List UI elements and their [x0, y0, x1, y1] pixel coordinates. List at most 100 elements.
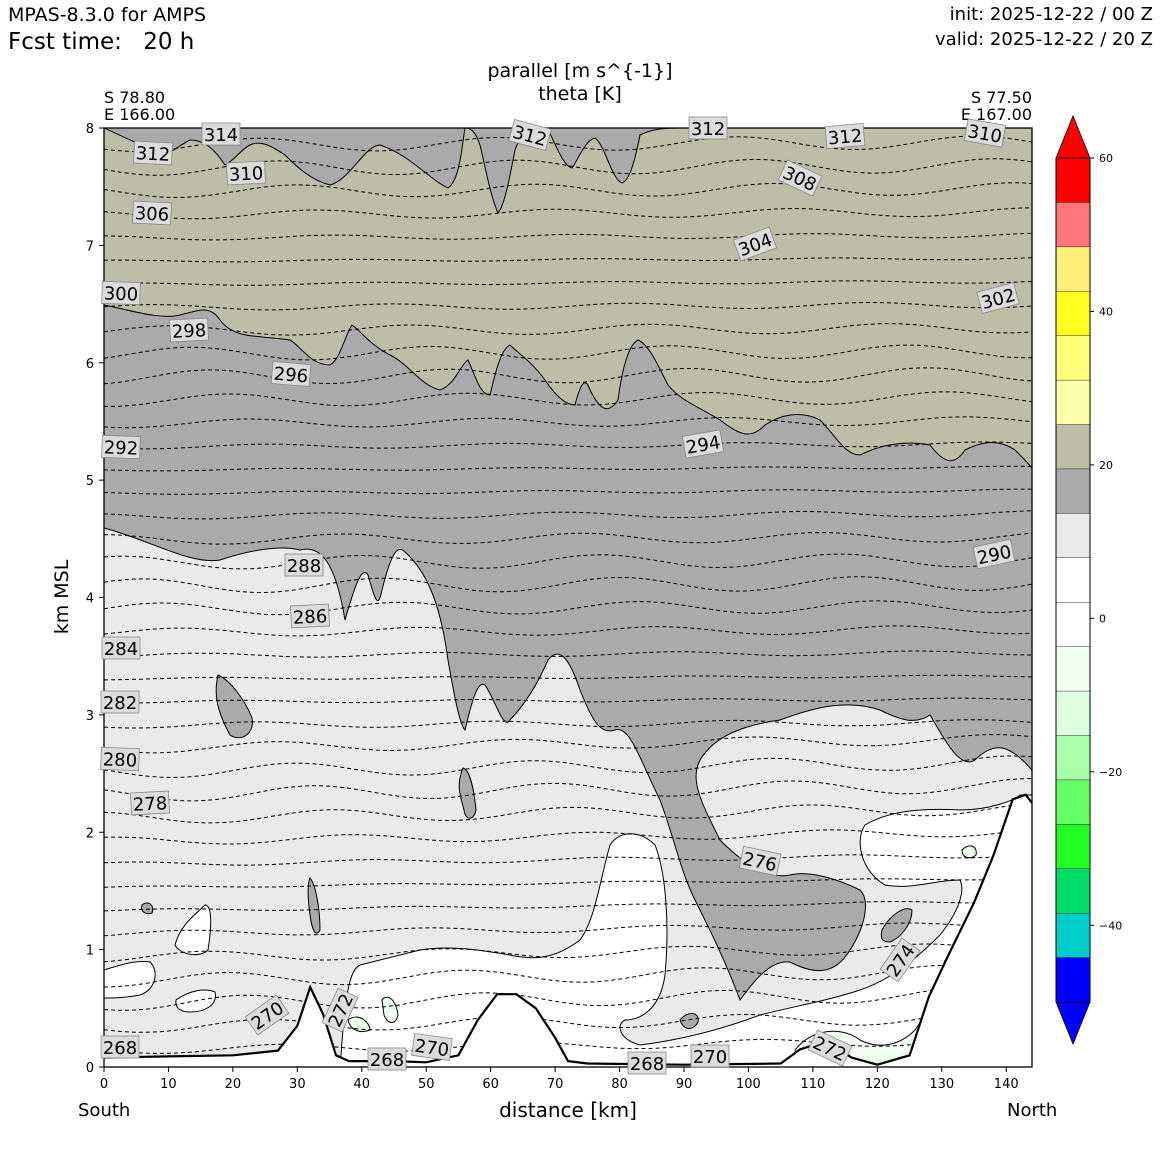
- colorbar-segment: [1055, 690, 1091, 737]
- south-label: South: [78, 1100, 131, 1121]
- x-tick-label: 100: [736, 1077, 761, 1092]
- theta-label-box: [807, 1029, 853, 1067]
- colorbar-segment: [1055, 424, 1091, 470]
- theta-label-box: [688, 116, 728, 140]
- theta-label-box: [201, 122, 241, 146]
- theta-label-box: [101, 434, 141, 460]
- theta-label-box: [972, 538, 1016, 570]
- theta-label: 280: [100, 746, 140, 772]
- theta-label-box: [738, 845, 782, 877]
- theta-contour-line: [104, 778, 1032, 802]
- init-time: init: 2025-12-22 / 00 Z: [949, 4, 1153, 25]
- theta-contour-line: [104, 441, 1032, 450]
- theta-label-text: 312: [135, 143, 170, 166]
- theta-contour-line: [104, 878, 1032, 888]
- theta-label-box: [411, 1033, 453, 1061]
- blob-dark-1: [215, 674, 253, 739]
- theta-label-text: 314: [204, 125, 238, 146]
- theta-contour-line: [104, 922, 1032, 937]
- colorbar-segment: [1055, 868, 1091, 914]
- band-pale-green-4: [961, 845, 977, 859]
- theta-label: 276: [738, 845, 782, 877]
- band-khaki: [104, 128, 1032, 469]
- theta-contour-line: [104, 987, 1032, 1011]
- theta-contour-line: [104, 802, 1032, 824]
- theta-label: 296: [270, 360, 312, 388]
- theta-label-box: [100, 1035, 140, 1059]
- theta-label-box: [963, 118, 1007, 148]
- x-tick-label: 80: [611, 1077, 628, 1092]
- colorbar-segment: [1055, 779, 1091, 826]
- theta-contour-line: [104, 532, 1032, 545]
- y-tick-label: 5: [86, 474, 94, 489]
- theta-contour-line: [104, 576, 1032, 593]
- blob-dark-4: [141, 902, 154, 915]
- theta-label: 298: [169, 317, 209, 343]
- theta-label-box: [732, 226, 778, 262]
- x-tick-label: 50: [418, 1077, 435, 1092]
- theta-label-box: [321, 987, 359, 1033]
- theta-label-text: 282: [103, 693, 137, 714]
- theta-label: 310: [226, 160, 266, 186]
- theta-contour-line: [104, 854, 1032, 866]
- theta-label-text: 288: [287, 556, 321, 577]
- fcst-time: Fcst time: 20 h: [8, 29, 194, 55]
- theta-contour-line: [104, 232, 1032, 241]
- fcst-value: 20 h: [143, 29, 195, 55]
- theta-label-box: [690, 1044, 730, 1068]
- colorbar-segment: [1055, 379, 1091, 426]
- colorbar-segment: [1055, 335, 1091, 381]
- theta-contour-line: [104, 964, 1032, 988]
- end-lat: S 77.50: [970, 88, 1032, 107]
- theta-contour-line: [104, 900, 1032, 912]
- theta-label: 306: [132, 200, 172, 226]
- theta-label-text: 300: [103, 283, 138, 305]
- theta-label: 294: [681, 429, 725, 459]
- theta-label-text: 268: [103, 1038, 137, 1059]
- theta-label: 312: [688, 116, 728, 140]
- colorbar-segment: [1055, 291, 1091, 337]
- colorbar-segment: [1055, 513, 1091, 559]
- y-tick-label: 1: [86, 944, 94, 959]
- theta-label-box: [100, 746, 140, 772]
- colorbar-segment: [1055, 912, 1091, 959]
- terrain: [104, 794, 1032, 1067]
- theta-label: 292: [101, 434, 141, 460]
- plot-area: [104, 128, 1032, 1067]
- x-tick-label: 130: [929, 1077, 954, 1092]
- colorbar-segment: [1055, 246, 1091, 292]
- theta-contour-line: [104, 257, 1032, 263]
- theta-label-text: 292: [103, 437, 138, 459]
- theta-label-box: [130, 790, 170, 816]
- theta-label: 288: [284, 553, 324, 577]
- theta-contour-line: [104, 600, 1032, 616]
- theta-contour-line: [104, 697, 1032, 704]
- blob-dark-5: [880, 908, 913, 943]
- model-title: MPAS-8.3.0 for AMPS: [8, 4, 207, 26]
- theta-label-text: 286: [292, 606, 327, 629]
- theta-label: 272: [321, 987, 359, 1033]
- x-tick-label: 110: [800, 1077, 825, 1092]
- colorbar-max-extension: [1055, 114, 1091, 159]
- y-tick-label: 0: [86, 1061, 94, 1076]
- theta-label-box: [879, 937, 921, 983]
- theta-label-box: [777, 159, 823, 197]
- theta-label-box: [270, 360, 312, 388]
- colorbar-segment: [1055, 735, 1091, 781]
- theta-label-text: 284: [104, 639, 138, 660]
- colorbar-frame: [1055, 157, 1091, 1003]
- x-axis: 0 10 20 30 40 50 60 70 80 90 100 110 120 130 140: [100, 1067, 1019, 1092]
- colorbar-segment: [1055, 157, 1091, 204]
- band-white-patch-2: [104, 961, 156, 999]
- y-tick-label: 3: [86, 709, 94, 724]
- theta-label: 312: [824, 122, 866, 149]
- theta-label-text: 310: [228, 163, 263, 186]
- colorbar-segment: [1055, 557, 1091, 603]
- x-tick-label: 10: [160, 1077, 177, 1092]
- theta-label-text: 268: [630, 1054, 664, 1075]
- theta-label: 300: [101, 280, 141, 306]
- theta-contour-line: [104, 719, 1032, 729]
- theta-label: 284: [101, 636, 141, 660]
- theta-contour-line: [104, 1036, 1032, 1054]
